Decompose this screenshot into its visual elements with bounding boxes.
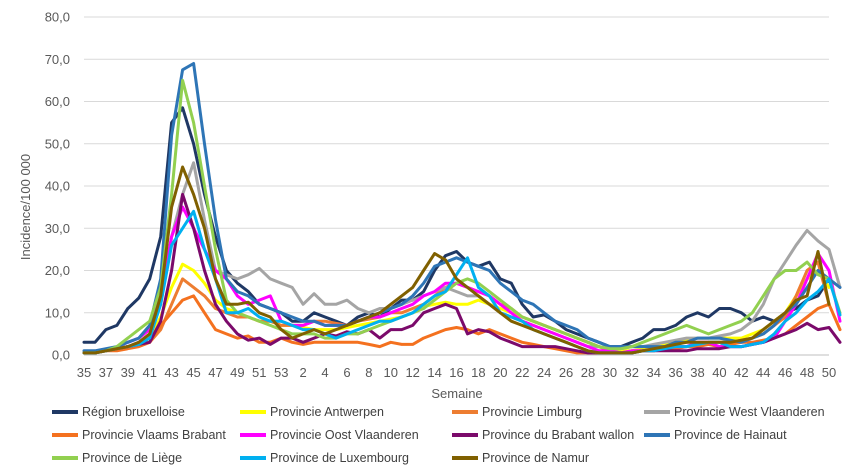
- y-axis-ticks: 0,0 10,0 20,0 30,0 40,0 50,0 60,0 70,0 80,0: [45, 10, 70, 363]
- legend-swatch: [452, 433, 478, 437]
- x-tick-label: 43: [164, 365, 178, 380]
- legend-label: Province de Luxembourg: [270, 451, 409, 465]
- legend-label: Provincie Limburg: [482, 405, 583, 419]
- legend-item: Province de Luxembourg: [240, 448, 409, 468]
- x-tick-label: 30: [603, 365, 617, 380]
- x-tick-label: 32: [625, 365, 639, 380]
- legend: Région bruxelloise Provincie Antwerpen Pro…: [52, 402, 842, 472]
- legend-label: Province de Namur: [482, 451, 589, 465]
- x-tick-label: 24: [537, 365, 551, 380]
- legend-item: Provincie Limburg: [452, 402, 582, 422]
- legend-swatch: [52, 456, 78, 460]
- x-tick-label: 2: [300, 365, 307, 380]
- x-tick-label: 50: [822, 365, 836, 380]
- legend-item: Province de Namur: [452, 448, 589, 468]
- x-tick-label: 48: [800, 365, 814, 380]
- legend-label: Provincie West Vlaanderen: [674, 405, 825, 419]
- x-tick-label: 14: [427, 365, 441, 380]
- x-tick-label: 44: [756, 365, 770, 380]
- y-tick-label: 80,0: [45, 10, 70, 25]
- legend-label: Province de Hainaut: [674, 428, 787, 442]
- legend-swatch: [240, 456, 266, 460]
- legend-swatch: [452, 456, 478, 460]
- legend-label: Province de Liège: [82, 451, 183, 465]
- y-tick-label: 50,0: [45, 136, 70, 151]
- x-tick-label: 26: [559, 365, 573, 380]
- series-line-7: [82, 192, 842, 355]
- y-tick-label: 40,0: [45, 179, 70, 194]
- gridlines: [84, 16, 829, 356]
- x-tick-label: 53: [274, 365, 288, 380]
- series-line-11: [82, 165, 831, 355]
- legend-swatch: [240, 433, 266, 437]
- x-tick-label: 28: [581, 365, 595, 380]
- legend-swatch: [52, 433, 78, 437]
- x-tick-label: 22: [515, 365, 529, 380]
- legend-label: Provincie Antwerpen: [270, 405, 384, 419]
- x-tick-label: 39: [121, 365, 135, 380]
- legend-swatch: [52, 410, 78, 414]
- y-tick-label: 20,0: [45, 263, 70, 278]
- x-axis-ticks: 35 37 39 41 43 45 47 49 51 53 2 4 6 8 10 12 14 16 18 20 22 24…: [77, 365, 836, 380]
- x-tick-label: 36: [668, 365, 682, 380]
- legend-item: Provincie Antwerpen: [240, 402, 384, 422]
- x-tick-label: 40: [712, 365, 726, 380]
- legend-swatch: [644, 433, 670, 437]
- y-tick-label: 70,0: [45, 52, 70, 67]
- x-tick-label: 35: [77, 365, 91, 380]
- x-tick-label: 51: [252, 365, 266, 380]
- x-tick-label: 18: [471, 365, 485, 380]
- legend-swatch: [452, 410, 478, 414]
- x-tick-label: 6: [343, 365, 350, 380]
- legend-item: Provincie West Vlaanderen: [644, 402, 825, 422]
- x-tick-label: 16: [449, 365, 463, 380]
- x-tick-label: 49: [230, 365, 244, 380]
- legend-item: Provincie Vlaams Brabant: [52, 425, 226, 445]
- y-axis-title: Incidence/100 000: [18, 154, 33, 260]
- x-tick-label: 45: [186, 365, 200, 380]
- series-line-8: [82, 62, 842, 353]
- legend-label: Province du Brabant wallon: [482, 428, 635, 442]
- legend-label: Région bruxelloise: [82, 405, 185, 419]
- legend-label: Provincie Vlaams Brabant: [82, 428, 226, 442]
- series-lines: [82, 62, 842, 355]
- x-tick-label: 4: [321, 365, 328, 380]
- x-tick-label: 37: [99, 365, 113, 380]
- series-line-9: [82, 78, 842, 355]
- x-tick-label: 8: [365, 365, 372, 380]
- x-tick-label: 38: [690, 365, 704, 380]
- y-tick-label: 10,0: [45, 305, 70, 320]
- legend-item: Province de Liège: [52, 448, 182, 468]
- legend-swatch: [240, 410, 266, 414]
- legend-item: Province du Brabant wallon: [452, 425, 634, 445]
- x-tick-label: 42: [734, 365, 748, 380]
- legend-swatch: [644, 410, 670, 414]
- y-tick-label: 60,0: [45, 94, 70, 109]
- x-tick-label: 46: [778, 365, 792, 380]
- x-tick-label: 20: [493, 365, 507, 380]
- line-chart: 0,0 10,0 20,0 30,0 40,0 50,0 60,0 70,0 80,0 35 37…: [18, 10, 842, 400]
- x-tick-label: 41: [143, 365, 157, 380]
- legend-label: Provincie Oost Vlaanderen: [270, 428, 419, 442]
- x-tick-label: 47: [208, 365, 222, 380]
- legend-item: Région bruxelloise: [52, 402, 185, 422]
- x-axis-title: Semaine: [431, 386, 482, 400]
- y-tick-label: 30,0: [45, 221, 70, 236]
- legend-item: Provincie Oost Vlaanderen: [240, 425, 419, 445]
- y-tick-label: 0,0: [52, 348, 70, 363]
- x-tick-label: 34: [646, 365, 660, 380]
- x-tick-label: 12: [405, 365, 419, 380]
- legend-item: Province de Hainaut: [644, 425, 787, 445]
- x-tick-label: 10: [384, 365, 398, 380]
